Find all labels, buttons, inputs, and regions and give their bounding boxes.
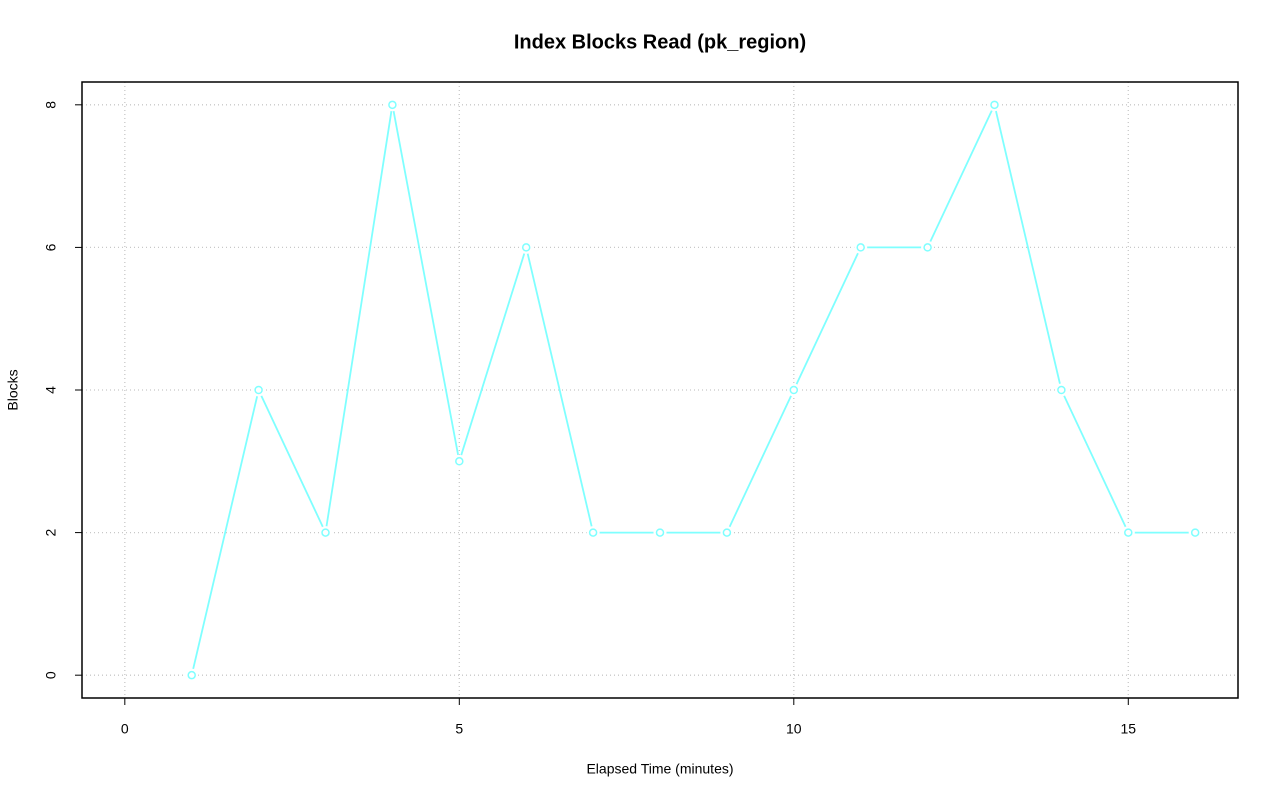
data-point xyxy=(1121,526,1135,540)
data-point xyxy=(519,240,533,254)
data-point xyxy=(521,243,531,252)
x-tick-label: 5 xyxy=(455,721,463,737)
data-point xyxy=(385,98,399,112)
data-point xyxy=(856,243,865,252)
y-axis-label: Blocks xyxy=(5,369,21,410)
data-point xyxy=(254,385,263,395)
data-point xyxy=(1190,528,1200,537)
y-tick-label: 0 xyxy=(43,671,59,679)
data-point xyxy=(653,526,667,540)
data-point xyxy=(319,526,333,540)
data-point xyxy=(1057,385,1066,395)
data-point xyxy=(923,243,932,252)
data-point xyxy=(252,383,266,397)
data-point xyxy=(655,528,665,537)
data-point xyxy=(720,526,734,540)
x-tick-label: 15 xyxy=(1120,721,1136,737)
data-point xyxy=(1188,526,1202,540)
data-point xyxy=(722,528,732,537)
data-point xyxy=(187,670,196,680)
y-tick-label: 6 xyxy=(43,243,59,251)
data-point xyxy=(854,240,868,254)
data-point xyxy=(586,526,600,540)
data-point xyxy=(990,100,999,110)
data-point xyxy=(789,385,799,395)
data-point xyxy=(388,100,397,110)
y-tick-label: 8 xyxy=(43,101,59,109)
data-point xyxy=(1124,528,1133,537)
data-point xyxy=(987,98,1001,112)
y-tick-label: 2 xyxy=(43,528,59,536)
data-point xyxy=(787,383,801,397)
x-axis-label: Elapsed Time (minutes) xyxy=(586,761,733,777)
chart-title: Index Blocks Read (pk_region) xyxy=(514,31,806,53)
x-tick-label: 10 xyxy=(786,721,802,737)
data-point xyxy=(452,454,466,468)
data-point xyxy=(455,457,464,466)
data-point xyxy=(1054,383,1068,397)
data-point xyxy=(588,528,598,537)
x-tick-label: 0 xyxy=(121,721,129,737)
y-tick-label: 4 xyxy=(43,386,59,394)
data-point xyxy=(321,528,330,537)
series-line xyxy=(190,102,1196,676)
data-point xyxy=(185,668,199,682)
data-point xyxy=(921,240,935,254)
plot-frame xyxy=(81,81,1239,699)
